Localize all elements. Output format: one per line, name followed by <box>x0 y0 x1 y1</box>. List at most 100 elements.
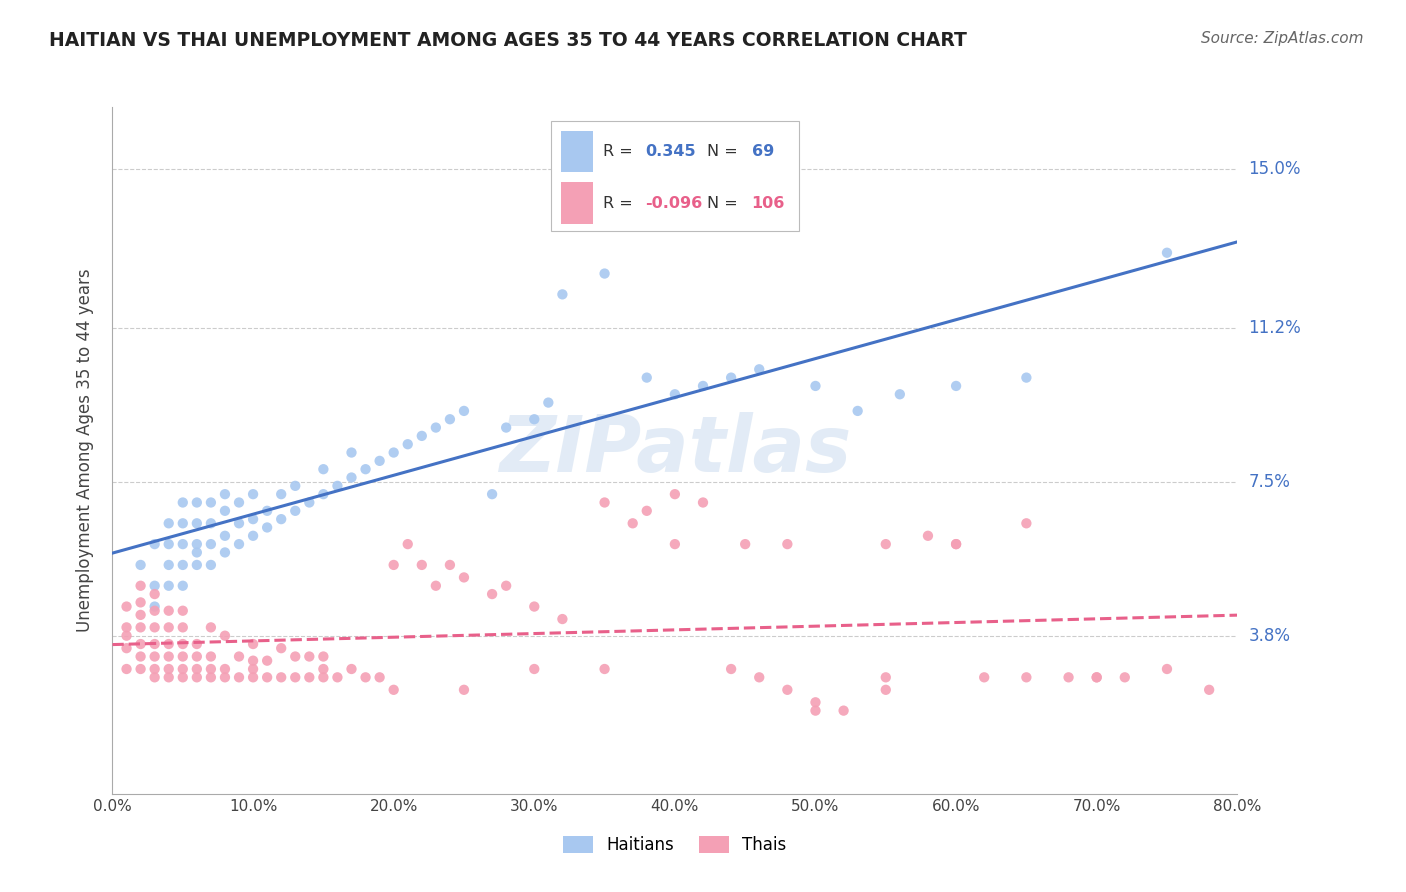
Point <box>186 545 208 559</box>
Point <box>734 537 756 551</box>
Point <box>298 670 321 684</box>
Point <box>636 504 658 518</box>
Point <box>172 495 194 509</box>
Point <box>172 620 194 634</box>
Point <box>157 620 180 634</box>
Point <box>523 662 546 676</box>
Point <box>129 620 152 634</box>
Point <box>382 682 405 697</box>
Point <box>298 649 321 664</box>
Point <box>411 558 433 572</box>
Point <box>945 537 967 551</box>
Point <box>945 537 967 551</box>
Point <box>720 370 742 384</box>
Point <box>256 670 278 684</box>
Point <box>143 670 166 684</box>
Point <box>172 637 194 651</box>
Text: -0.096: -0.096 <box>645 195 703 211</box>
Point <box>396 437 419 451</box>
Point <box>256 504 278 518</box>
Point <box>214 529 236 543</box>
Point <box>172 558 194 572</box>
Point <box>186 516 208 531</box>
Point <box>143 579 166 593</box>
Point <box>143 604 166 618</box>
Point <box>200 558 222 572</box>
Point <box>340 470 363 484</box>
Point <box>354 462 377 476</box>
Point <box>1057 670 1080 684</box>
Point <box>593 495 616 509</box>
Point <box>157 579 180 593</box>
Point <box>143 637 166 651</box>
Point <box>186 537 208 551</box>
Point <box>284 504 307 518</box>
Point <box>228 495 250 509</box>
Point <box>495 420 517 434</box>
Point <box>200 537 222 551</box>
Point <box>425 579 447 593</box>
Point <box>382 445 405 459</box>
Point <box>157 537 180 551</box>
Legend: Haitians, Thais: Haitians, Thais <box>557 830 793 861</box>
Point <box>453 570 475 584</box>
Point <box>776 537 799 551</box>
Text: N =: N = <box>707 144 742 159</box>
Point <box>312 462 335 476</box>
Point <box>242 662 264 676</box>
Text: R =: R = <box>603 195 638 211</box>
Point <box>214 670 236 684</box>
Point <box>945 379 967 393</box>
Point <box>551 612 574 626</box>
Point <box>804 695 827 709</box>
Point <box>481 487 503 501</box>
Point <box>368 670 391 684</box>
Point <box>889 387 911 401</box>
Point <box>143 662 166 676</box>
Point <box>284 670 307 684</box>
Point <box>720 662 742 676</box>
Point <box>326 479 349 493</box>
Point <box>312 662 335 676</box>
Point <box>354 670 377 684</box>
Text: 69: 69 <box>752 144 773 159</box>
Point <box>340 445 363 459</box>
Point <box>200 620 222 634</box>
Text: ZIPatlas: ZIPatlas <box>499 412 851 489</box>
Point <box>312 670 335 684</box>
Point <box>242 654 264 668</box>
Point <box>172 516 194 531</box>
Point <box>228 537 250 551</box>
Point <box>1156 245 1178 260</box>
Point <box>186 649 208 664</box>
Point <box>157 637 180 651</box>
Point <box>523 599 546 614</box>
Point <box>312 649 335 664</box>
Point <box>270 670 292 684</box>
Text: HAITIAN VS THAI UNEMPLOYMENT AMONG AGES 35 TO 44 YEARS CORRELATION CHART: HAITIAN VS THAI UNEMPLOYMENT AMONG AGES … <box>49 31 967 50</box>
Point <box>621 516 644 531</box>
Point <box>186 558 208 572</box>
Point <box>228 670 250 684</box>
Point <box>1198 682 1220 697</box>
Point <box>298 495 321 509</box>
Point <box>214 545 236 559</box>
Point <box>411 429 433 443</box>
Point <box>200 662 222 676</box>
Point <box>186 637 208 651</box>
Point <box>214 487 236 501</box>
Point <box>186 662 208 676</box>
Point <box>917 529 939 543</box>
Point <box>115 662 138 676</box>
Point <box>115 620 138 634</box>
Point <box>1156 662 1178 676</box>
Point <box>200 495 222 509</box>
Point <box>692 379 714 393</box>
Point <box>143 599 166 614</box>
Point <box>129 579 152 593</box>
Point <box>368 454 391 468</box>
Point <box>832 704 855 718</box>
Text: 0.345: 0.345 <box>645 144 696 159</box>
Point <box>1114 670 1136 684</box>
Point <box>804 704 827 718</box>
